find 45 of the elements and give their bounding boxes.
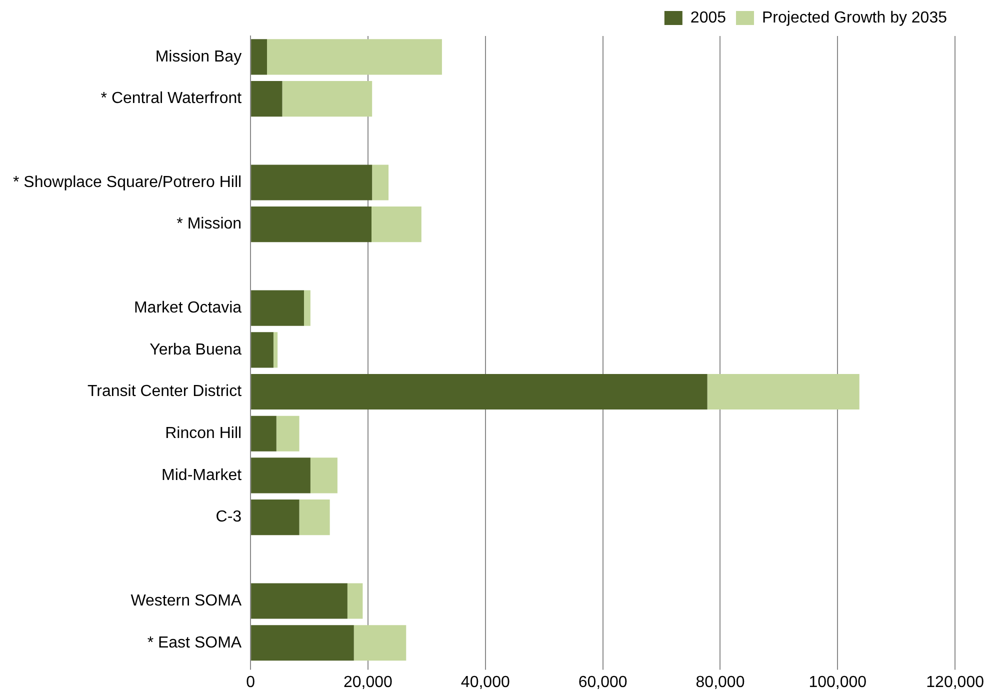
y-tick-label: Yerba Buena [150, 341, 242, 358]
bar [310, 458, 338, 494]
bar [251, 416, 276, 452]
bar [251, 206, 372, 242]
bar [347, 583, 363, 619]
bar [251, 374, 708, 410]
y-tick-label: C-3 [216, 508, 242, 526]
legend-label: 2005 [690, 9, 726, 26]
bar [251, 80, 282, 117]
y-tick-label: Mission Bay [155, 48, 242, 66]
x-tick-label: 60,000 [578, 674, 628, 691]
y-tick-label: Mid-Market [162, 466, 242, 484]
y-tick-label: Western SOMA [130, 592, 242, 610]
x-tick-label: 100,000 [808, 674, 867, 691]
y-tick-label: * East SOMA [147, 634, 242, 652]
bar [251, 290, 304, 326]
x-tick-label: 0 [246, 674, 256, 691]
y-tick-label: * Central Waterfront [100, 90, 242, 108]
bar [276, 416, 300, 452]
x-tick-label: 80,000 [696, 674, 745, 691]
bar [354, 625, 406, 661]
bar [372, 206, 422, 242]
bar [251, 458, 310, 494]
bar [251, 39, 267, 75]
bar [267, 39, 442, 75]
bar [251, 625, 354, 661]
bar [273, 332, 278, 368]
bar [707, 374, 860, 410]
x-tick-label: 20,000 [344, 674, 393, 691]
legend-label: Projected Growth by 2035 [762, 9, 948, 26]
bar [304, 290, 310, 326]
x-tick-label: 120,000 [926, 674, 984, 691]
y-tick-label: Market Octavia [134, 299, 242, 316]
bar [299, 500, 330, 536]
y-tick-label: Rincon Hill [165, 425, 242, 442]
bar [251, 583, 348, 619]
y-tick-label: Transit Center District [87, 383, 242, 400]
y-tick-label: * Showplace Square/Potrero Hill [13, 174, 242, 191]
bar [251, 500, 300, 536]
bar [282, 80, 372, 117]
bar [251, 164, 372, 200]
bar [251, 332, 274, 368]
y-tick-label: * Mission [176, 216, 242, 233]
x-tick-label: 40,000 [460, 674, 510, 691]
bar [372, 164, 389, 200]
